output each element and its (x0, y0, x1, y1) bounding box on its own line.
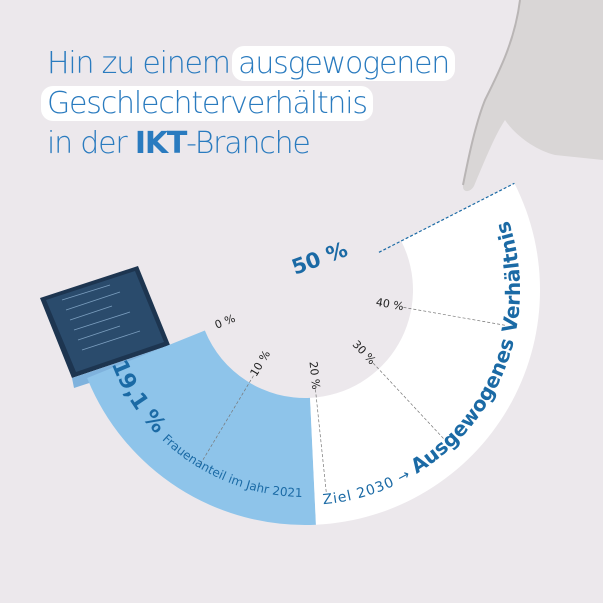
pointing-hand-image (462, 0, 603, 192)
headline: Hin zu einem ausgewogenen Geschlechterve… (41, 44, 456, 164)
tick-line (372, 362, 446, 441)
title-bold: IKT (134, 126, 187, 161)
tick-line (199, 375, 254, 466)
title-highlight: Geschlechterverhältnis (41, 86, 373, 121)
max-line (378, 182, 515, 253)
target-gap-bar (310, 183, 540, 525)
tick-label: 20 % (307, 361, 323, 390)
title-text: Hin zu einem (47, 46, 239, 81)
laptop-image (40, 266, 190, 388)
tick-line (403, 307, 507, 326)
tick-label: 10 % (248, 348, 274, 379)
max-label: 50 % (288, 237, 350, 279)
title-highlight: ausgewogenen (232, 46, 456, 81)
tick-label: 40 % (375, 296, 405, 314)
tick-label: 30 % (350, 338, 379, 367)
title-text: in der (47, 126, 135, 161)
tick-label: 0 % (213, 312, 237, 332)
title-text: -Branche (186, 126, 311, 161)
current-share-bar (87, 330, 316, 525)
tick-line (315, 389, 327, 494)
